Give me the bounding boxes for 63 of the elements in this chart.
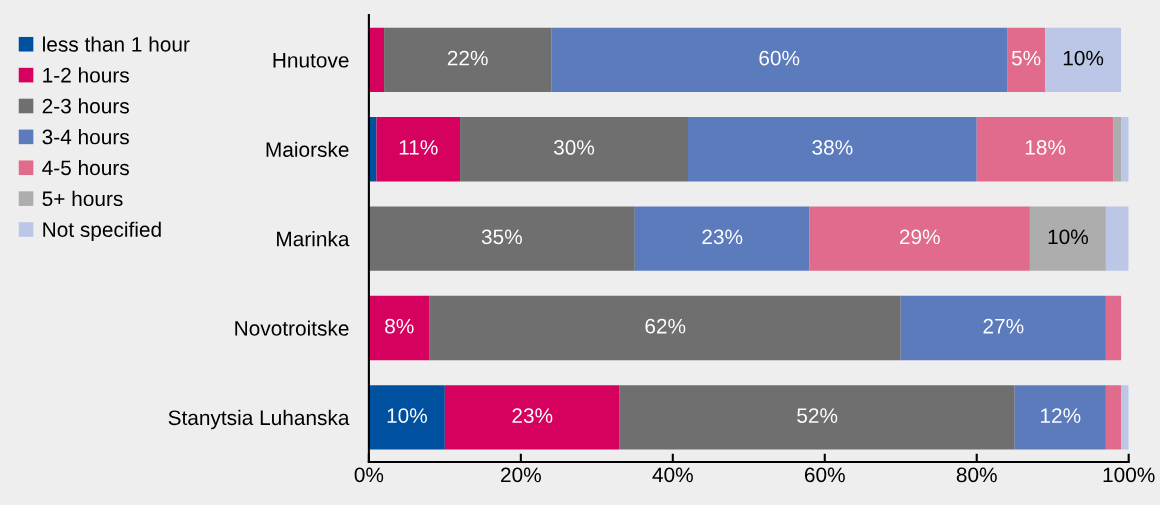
legend-label: less than 1 hour [43, 36, 190, 52]
bar [1105, 295, 1122, 361]
bar [900, 295, 1106, 361]
x-tick-label: 60% [804, 467, 845, 483]
legend-label: 3-4 hours [42, 129, 129, 145]
data-label: 23% [702, 229, 743, 245]
bar [1045, 27, 1122, 93]
y-tick-label: Marinka [277, 231, 350, 247]
bar [688, 117, 977, 182]
bar [1029, 206, 1106, 271]
bar [368, 385, 445, 450]
bar [551, 27, 1008, 93]
x-tick-label: 0% [354, 467, 384, 483]
x-tick-label: 40% [652, 467, 693, 483]
bar [368, 27, 385, 93]
bar [1121, 117, 1129, 182]
data-label: 11% [399, 140, 438, 155]
bar [368, 206, 635, 271]
bar [1105, 206, 1129, 271]
legend-label: 2-3 hours [42, 98, 129, 114]
bar [634, 206, 810, 271]
legend-label: Not specified [43, 221, 161, 242]
data-label: 8% [385, 318, 414, 334]
bar [1014, 385, 1106, 450]
y-tick-label: Hnutove [273, 53, 349, 68]
bar [619, 385, 1015, 450]
bar [368, 295, 430, 361]
bar [1007, 27, 1046, 93]
bar [1113, 117, 1122, 182]
bar [460, 117, 688, 182]
bar [444, 385, 620, 450]
y-tick-label: Stanytsia Luhanska [168, 409, 350, 430]
data-label: 18% [1025, 140, 1066, 155]
bar [976, 117, 1114, 182]
data-label: 23% [512, 408, 553, 423]
bar [429, 295, 901, 361]
data-label: 35% [481, 229, 522, 245]
legend-label: 4-5 hours [42, 159, 129, 176]
x-tick-label: 100% [1103, 467, 1155, 483]
data-label: 10% [1063, 50, 1104, 66]
bar [1121, 385, 1129, 450]
legend-label: 1-2 hours [43, 67, 129, 83]
data-label: 27% [983, 318, 1024, 334]
data-label: 60% [759, 50, 800, 66]
bar [376, 117, 461, 182]
bar [384, 27, 552, 93]
bar [1105, 385, 1122, 450]
data-label: 52% [797, 408, 838, 423]
data-label: 62% [645, 318, 686, 334]
x-tick-label: 80% [956, 467, 997, 483]
legend-label: 5+ hours [42, 190, 123, 207]
data-label: 22% [447, 50, 488, 66]
bar [809, 206, 1030, 271]
y-tick-label: Novotroitske [235, 320, 349, 336]
data-label: 38% [812, 140, 853, 155]
data-label: 12% [1041, 408, 1081, 423]
data-label: 29% [899, 229, 940, 245]
data-label: 30% [553, 140, 595, 155]
x-tick-label: 20% [501, 467, 541, 483]
y-tick-label: Maiorske [266, 141, 349, 157]
data-label: 10% [1048, 229, 1088, 245]
data-label: 5% [1011, 50, 1041, 66]
data-label: 10% [387, 408, 427, 423]
